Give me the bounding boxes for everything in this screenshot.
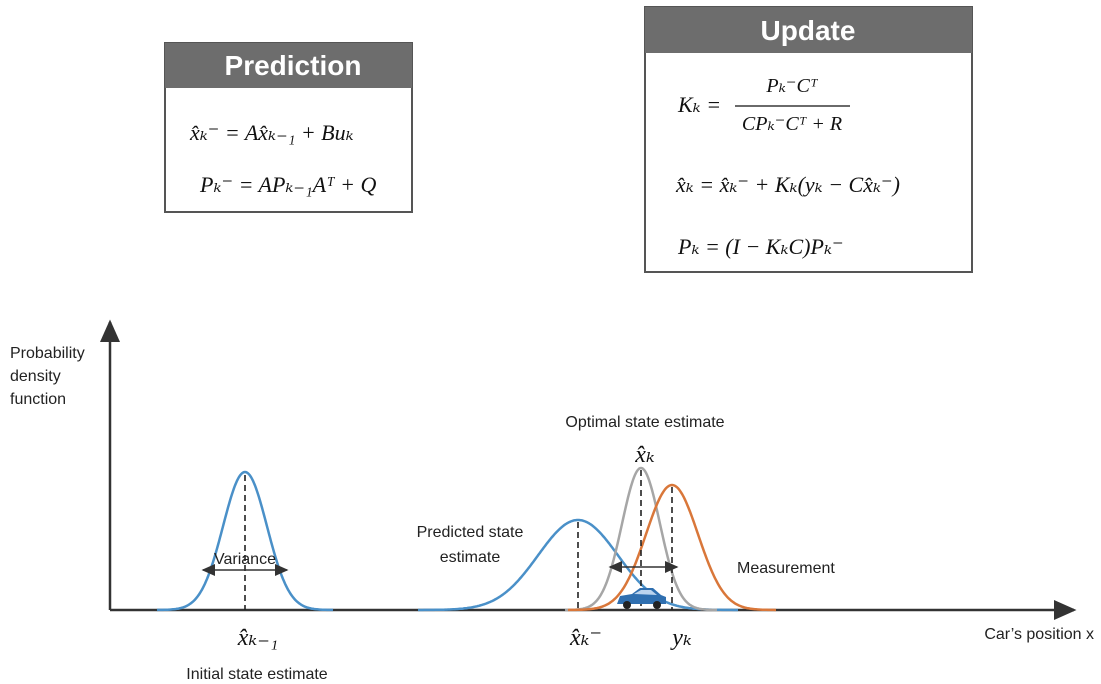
gaussian-curve xyxy=(156,470,334,612)
prediction-title: Prediction xyxy=(225,50,362,81)
measurement-label: Measurement xyxy=(737,560,835,577)
y-axis-label: density xyxy=(10,368,61,385)
initial-label: Initial state estimate xyxy=(186,666,328,683)
update-title: Update xyxy=(761,15,856,46)
update-header xyxy=(645,7,972,53)
car-icon xyxy=(617,588,666,609)
predicted-symbol: x̂ₖ⁻ xyxy=(569,625,602,651)
y-axis-label: function xyxy=(10,391,66,408)
gaussian-curve xyxy=(564,466,718,612)
measurement-symbol: yₖ xyxy=(670,625,692,651)
equation: x̂ₖ⁻ = Ax̂ₖ₋₁ + Buₖ xyxy=(189,120,354,145)
x-axis-label: Car’s position x xyxy=(984,626,1094,643)
variance-label: Variance xyxy=(214,551,276,568)
equation: x̂ₖ = x̂ₖ⁻ + Kₖ(yₖ − Cx̂ₖ⁻) xyxy=(675,172,900,197)
gaussian-curve xyxy=(568,483,776,612)
optimal-symbol: x̂ₖ xyxy=(634,442,655,468)
equation: Pₖ = (I − KₖC)Pₖ⁻ xyxy=(677,234,844,259)
optimal-label: Optimal state estimate xyxy=(565,414,724,431)
gaussian-curve xyxy=(418,518,738,612)
prediction-header xyxy=(165,43,412,88)
equation: Pₖ⁻ = APₖ₋₁Aᵀ + Q xyxy=(199,172,376,197)
predicted-label: estimate xyxy=(440,549,501,566)
fraction-denominator: CPₖ⁻Cᵀ + R xyxy=(742,113,842,135)
y-axis-label: Probability xyxy=(10,345,85,362)
fraction-numerator: Pₖ⁻Cᵀ xyxy=(765,75,818,97)
equation-lhs: Kₖ = xyxy=(677,92,721,117)
initial-symbol: x̂ₖ₋₁ xyxy=(237,625,278,651)
predicted-label: Predicted state xyxy=(417,524,524,541)
